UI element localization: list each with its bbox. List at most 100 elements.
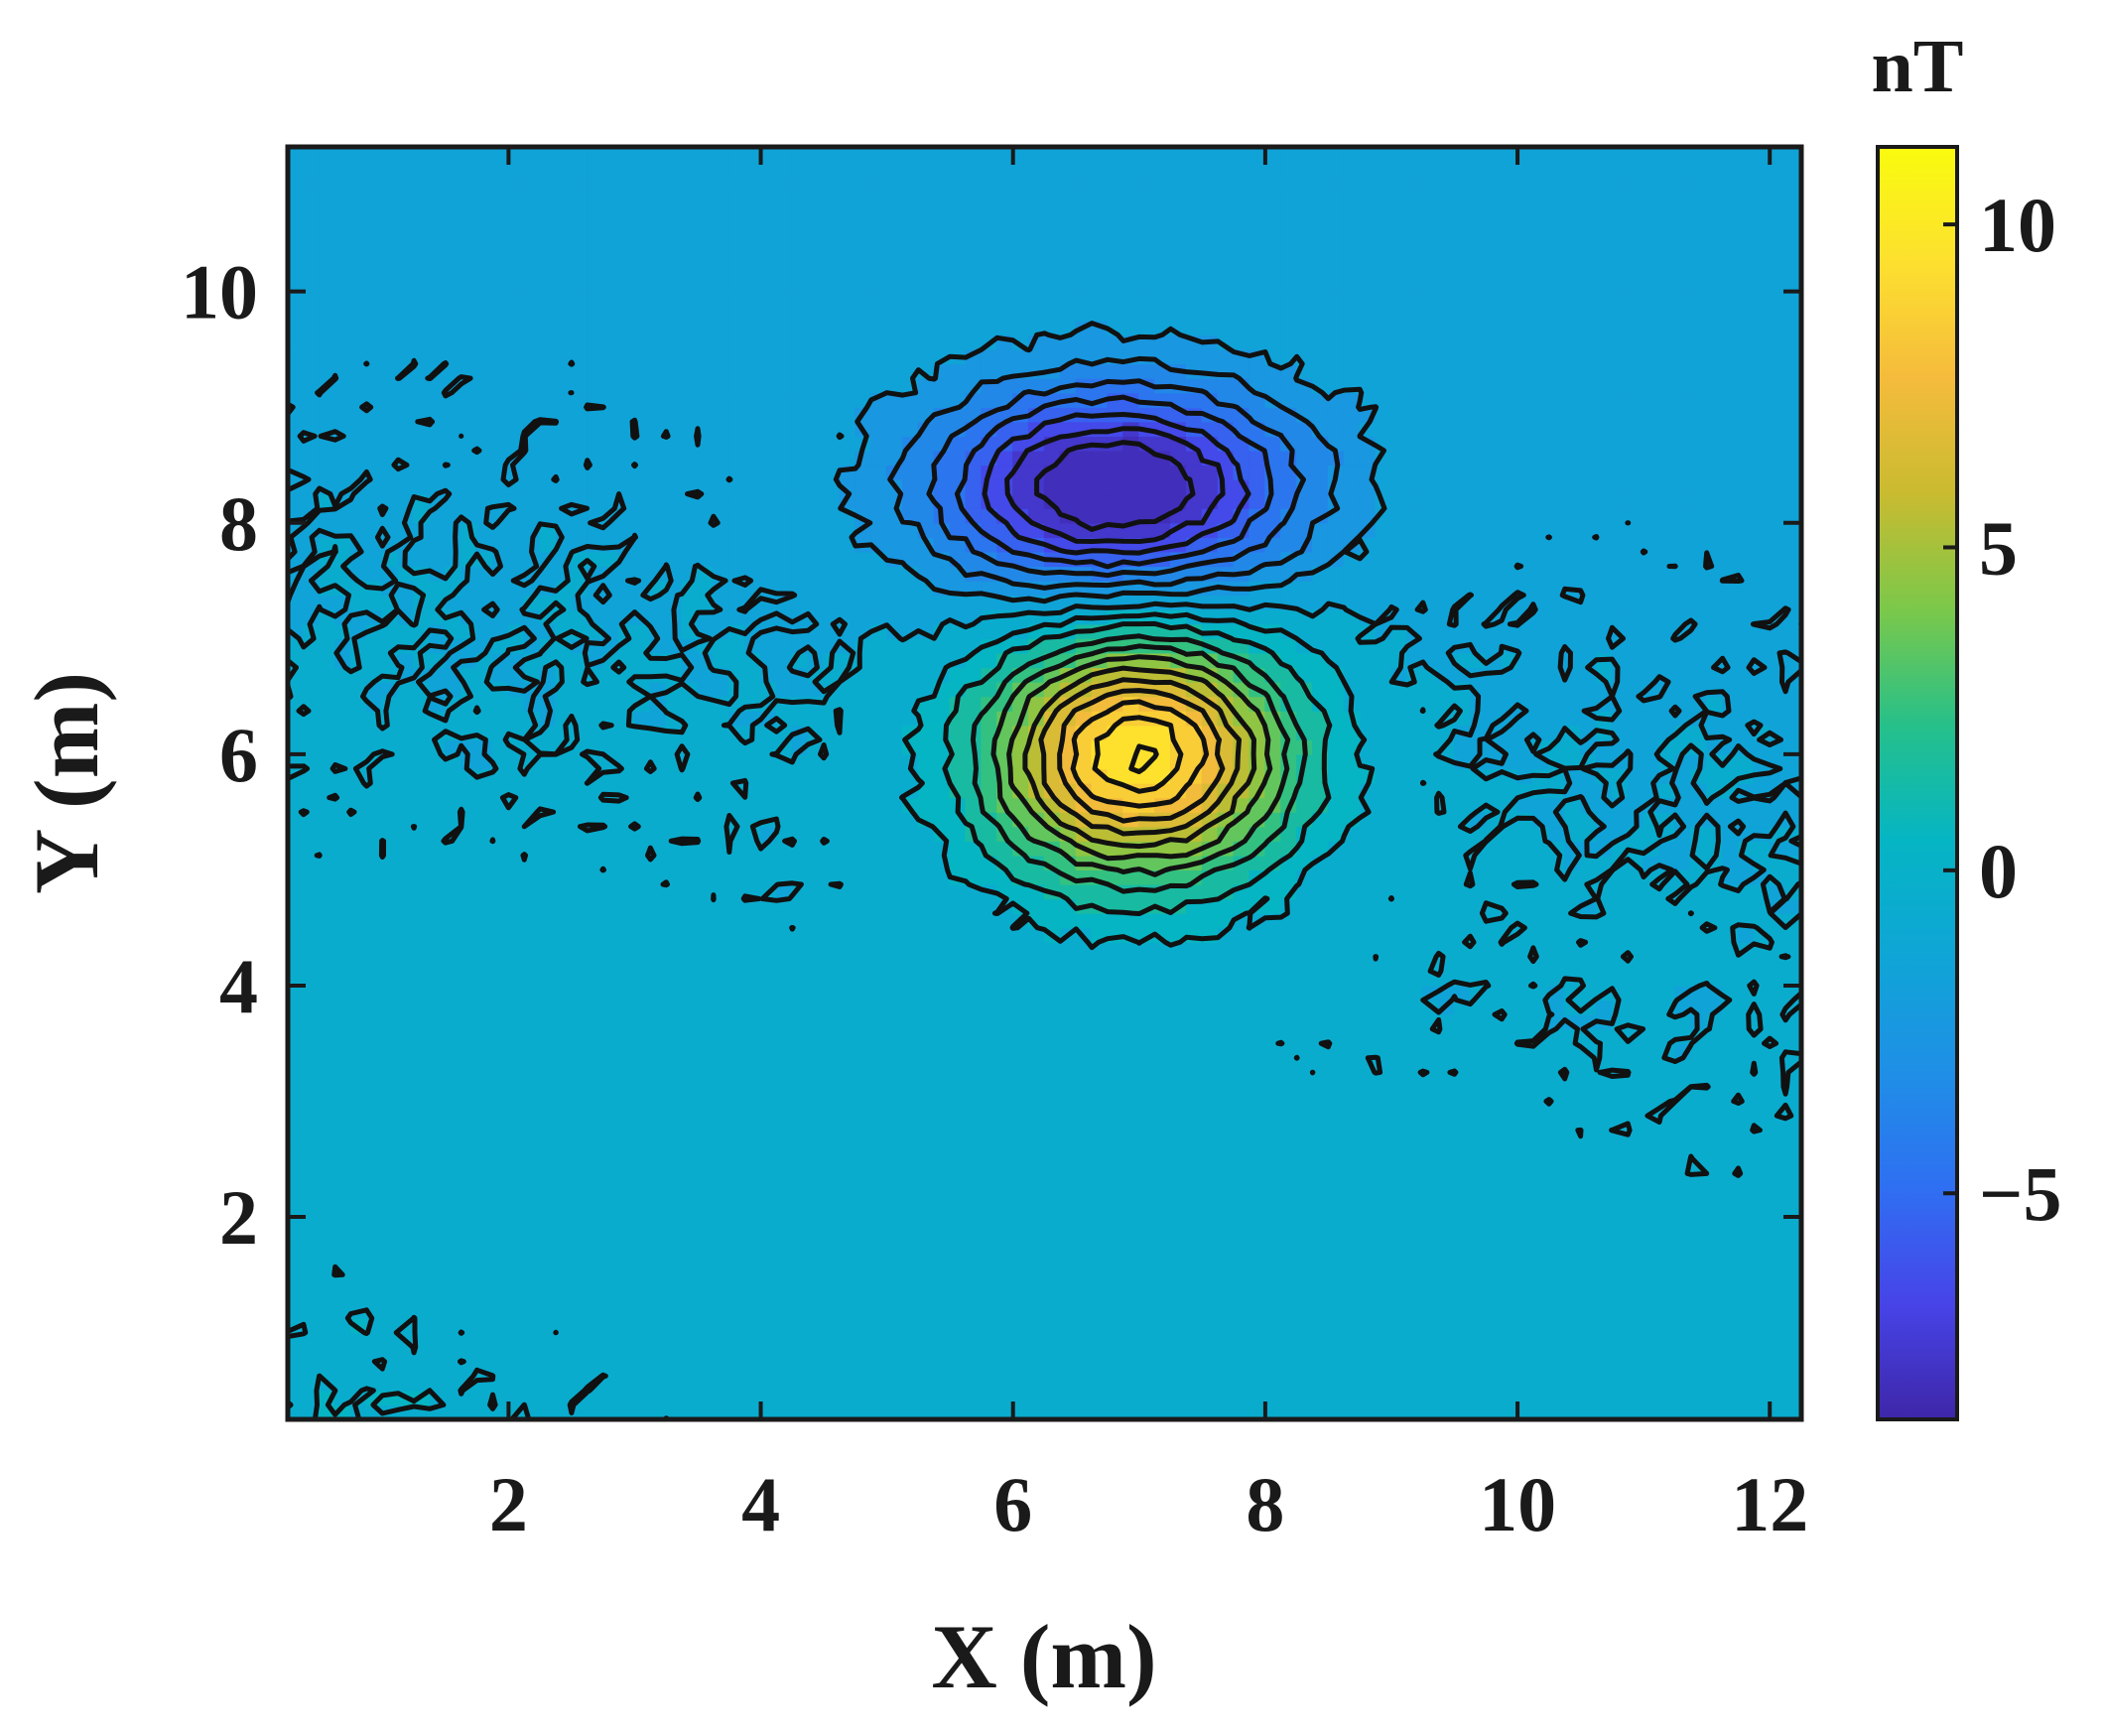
field-cell — [791, 1245, 809, 1262]
field-cell — [1643, 1245, 1660, 1262]
field-cell — [334, 710, 352, 727]
field-cell — [1138, 1317, 1156, 1334]
field-cell — [1343, 1100, 1361, 1117]
field-cell — [555, 868, 573, 885]
field-cell — [319, 1042, 336, 1059]
field-cell — [555, 1216, 573, 1233]
field-cell — [397, 1201, 415, 1218]
field-cell — [1185, 1071, 1203, 1088]
field-cell — [618, 941, 636, 958]
field-cell — [1580, 1216, 1598, 1233]
field-cell — [1611, 1390, 1629, 1406]
field-cell — [681, 1057, 699, 1073]
field-cell — [1201, 1302, 1219, 1319]
field-cell — [649, 1346, 667, 1363]
field-cell — [429, 797, 447, 813]
field-cell — [491, 1361, 509, 1377]
field-cell — [1075, 1071, 1093, 1088]
field-cell — [1264, 1403, 1282, 1419]
field-cell — [1469, 1302, 1487, 1319]
field-cell — [807, 1375, 825, 1392]
field-cell — [507, 985, 525, 1002]
field-cell — [965, 1332, 983, 1348]
field-cell — [665, 1201, 683, 1218]
field-cell — [618, 1375, 636, 1392]
field-cell — [775, 1403, 793, 1419]
field-cell — [1170, 1172, 1188, 1189]
field-cell — [319, 855, 336, 870]
field-cell — [587, 883, 604, 900]
field-cell — [855, 1172, 872, 1189]
field-cell — [397, 1057, 415, 1073]
field-cell — [303, 1231, 321, 1247]
field-cell — [1217, 970, 1235, 987]
field-cell — [791, 1201, 809, 1218]
field-cell — [476, 956, 494, 972]
field-cell — [681, 811, 699, 828]
field-cell — [1690, 1245, 1708, 1262]
field-cell — [633, 1375, 651, 1392]
field-cell — [1375, 1317, 1392, 1334]
field-cell — [1154, 985, 1172, 1002]
field-cell — [523, 1115, 541, 1132]
field-cell — [1201, 1100, 1219, 1117]
field-cell — [1469, 1390, 1487, 1406]
field-cell — [1406, 1317, 1424, 1334]
field-cell — [697, 1042, 715, 1059]
field-cell — [665, 868, 683, 885]
field-cell — [571, 1302, 589, 1319]
field-cell — [1075, 1115, 1093, 1132]
field-cell — [823, 1028, 841, 1044]
field-cell — [1201, 1346, 1219, 1363]
field-cell — [1564, 1158, 1582, 1174]
field-cell — [319, 956, 336, 972]
field-cell — [1154, 1403, 1172, 1419]
field-cell — [1359, 1403, 1377, 1419]
field-cell — [1690, 1042, 1708, 1059]
field-cell — [917, 1143, 935, 1160]
field-cell — [1722, 1100, 1740, 1117]
field-cell — [1312, 666, 1330, 683]
field-cell — [870, 1231, 888, 1247]
field-cell — [823, 1403, 841, 1419]
field-cell — [681, 999, 699, 1015]
field-cell — [618, 1317, 636, 1334]
field-cell — [917, 970, 935, 987]
field-cell — [949, 1057, 967, 1073]
field-cell — [855, 941, 872, 958]
field-cell — [933, 1346, 951, 1363]
field-cell — [1390, 710, 1408, 727]
field-cell — [839, 797, 856, 813]
field-cell — [334, 1071, 352, 1088]
field-cell — [697, 811, 715, 828]
field-cell — [303, 1028, 321, 1044]
field-cell — [349, 868, 367, 885]
field-cell — [1643, 1273, 1660, 1290]
field-cell — [1217, 1245, 1235, 1262]
field-cell — [1722, 1057, 1740, 1073]
field-cell — [633, 868, 651, 885]
field-cell — [1107, 1390, 1124, 1406]
field-cell — [1438, 1231, 1456, 1247]
field-cell — [1580, 1245, 1598, 1262]
field-cell — [649, 868, 667, 885]
field-cell — [1185, 1317, 1203, 1334]
field-cell — [1485, 782, 1503, 799]
field-cell — [775, 797, 793, 813]
field-cell — [1469, 1071, 1487, 1088]
field-cell — [587, 941, 604, 958]
field-cell — [1611, 868, 1629, 885]
field-cell — [1107, 1158, 1124, 1174]
field-cell — [775, 1260, 793, 1275]
field-cell — [1516, 1201, 1534, 1218]
field-cell — [365, 897, 383, 914]
field-cell — [523, 1086, 541, 1103]
field-cell — [1658, 1201, 1676, 1218]
field-cell — [1170, 1231, 1188, 1247]
field-cell — [1359, 1071, 1377, 1088]
field-cell — [901, 1086, 919, 1103]
field-cell — [460, 1201, 478, 1218]
field-cell — [949, 1231, 967, 1247]
field-cell — [1327, 811, 1345, 828]
field-cell — [713, 1332, 730, 1348]
